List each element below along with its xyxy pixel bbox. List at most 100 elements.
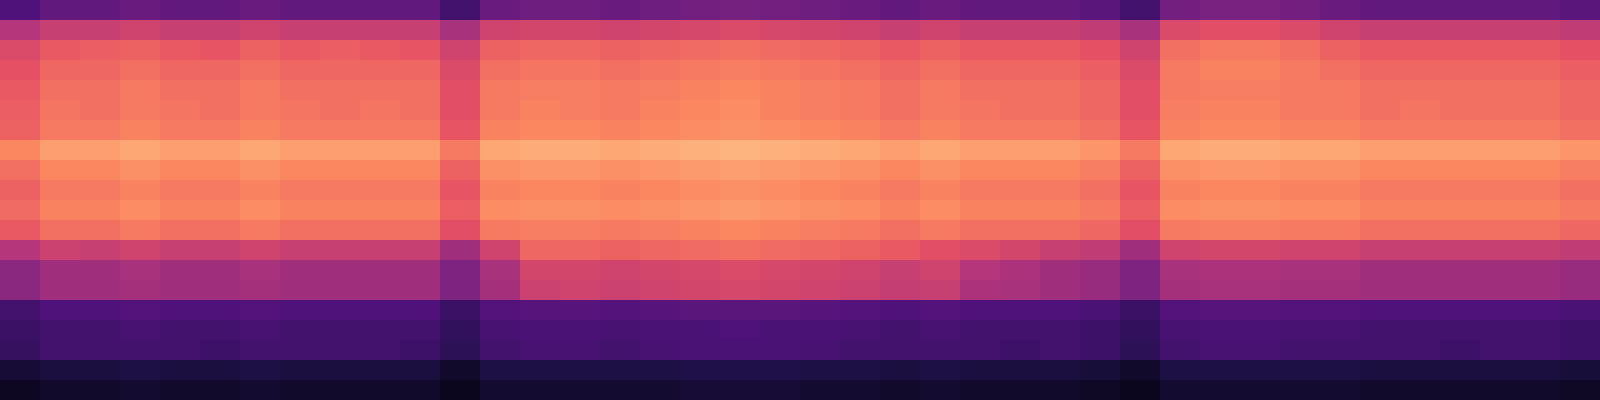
cell — [280, 80, 321, 101]
cell — [360, 380, 401, 400]
cell — [1120, 300, 1161, 321]
cell — [1280, 120, 1321, 141]
cell — [1080, 220, 1121, 241]
cell — [360, 20, 401, 41]
cell — [1400, 360, 1441, 381]
cell — [640, 200, 681, 221]
cell — [720, 140, 761, 161]
cell — [1440, 0, 1481, 21]
cell — [1120, 240, 1161, 261]
cell — [1520, 240, 1561, 261]
cell — [1040, 160, 1081, 181]
cell — [80, 320, 121, 341]
cell — [1560, 360, 1600, 381]
cell — [480, 140, 521, 161]
cell — [1360, 260, 1401, 281]
cells — [0, 0, 1600, 400]
cell — [800, 60, 841, 81]
cell — [1520, 340, 1561, 361]
cell — [1400, 60, 1441, 81]
cell — [880, 260, 921, 281]
cell — [120, 0, 161, 21]
cell — [520, 120, 561, 141]
cell — [1440, 260, 1481, 281]
cell — [1160, 340, 1201, 361]
cell — [320, 220, 361, 241]
cell — [800, 380, 841, 400]
cell — [1160, 300, 1201, 321]
cell — [560, 60, 601, 81]
cell — [960, 200, 1001, 221]
cell — [40, 160, 81, 181]
cell — [1280, 40, 1321, 61]
cell — [640, 0, 681, 21]
cell — [1400, 280, 1441, 301]
cell — [240, 0, 281, 21]
cell — [960, 380, 1001, 400]
cell — [920, 240, 961, 261]
cell — [480, 360, 521, 381]
cell — [880, 180, 921, 201]
cell — [720, 40, 761, 61]
cell — [160, 100, 201, 121]
cell — [40, 260, 81, 281]
cell — [1320, 220, 1361, 241]
cell — [1440, 180, 1481, 201]
cell — [1040, 80, 1081, 101]
cell — [0, 180, 41, 201]
cell — [680, 300, 721, 321]
cell — [760, 200, 801, 221]
cell — [640, 40, 681, 61]
cell — [1080, 80, 1121, 101]
cell — [1000, 0, 1041, 21]
cell — [1080, 240, 1121, 261]
cell — [400, 200, 441, 221]
cell — [1080, 320, 1121, 341]
cell — [760, 380, 801, 400]
cell — [1400, 220, 1441, 241]
cell — [280, 300, 321, 321]
cell — [720, 300, 761, 321]
cell — [1480, 380, 1521, 400]
cell — [720, 320, 761, 341]
cell — [840, 320, 881, 341]
cell — [40, 180, 81, 201]
cell — [120, 140, 161, 161]
cell — [200, 240, 241, 261]
cell — [920, 140, 961, 161]
cell — [1440, 140, 1481, 161]
cell — [320, 260, 361, 281]
cell — [240, 280, 281, 301]
cell — [840, 160, 881, 181]
cell — [560, 120, 601, 141]
cell — [1480, 160, 1521, 181]
cell — [1240, 260, 1281, 281]
cell — [640, 260, 681, 281]
cell — [1560, 0, 1600, 21]
cell — [520, 100, 561, 121]
cell — [880, 240, 921, 261]
cell — [1440, 20, 1481, 41]
cell — [640, 240, 681, 261]
cell — [1160, 320, 1201, 341]
cell — [40, 20, 81, 41]
cell — [80, 140, 121, 161]
cell — [320, 160, 361, 181]
cell — [360, 40, 401, 61]
cell — [80, 80, 121, 101]
cell — [920, 360, 961, 381]
cell — [1200, 160, 1241, 181]
cell — [840, 220, 881, 241]
cell — [1160, 140, 1201, 161]
cell — [240, 260, 281, 281]
cell — [1120, 160, 1161, 181]
cell — [520, 80, 561, 101]
cell — [640, 160, 681, 181]
cell — [1000, 200, 1041, 221]
cell — [1200, 60, 1241, 81]
cell — [560, 200, 601, 221]
cell — [520, 220, 561, 241]
cell — [1400, 160, 1441, 181]
cell — [1520, 40, 1561, 61]
cell — [1480, 60, 1521, 81]
